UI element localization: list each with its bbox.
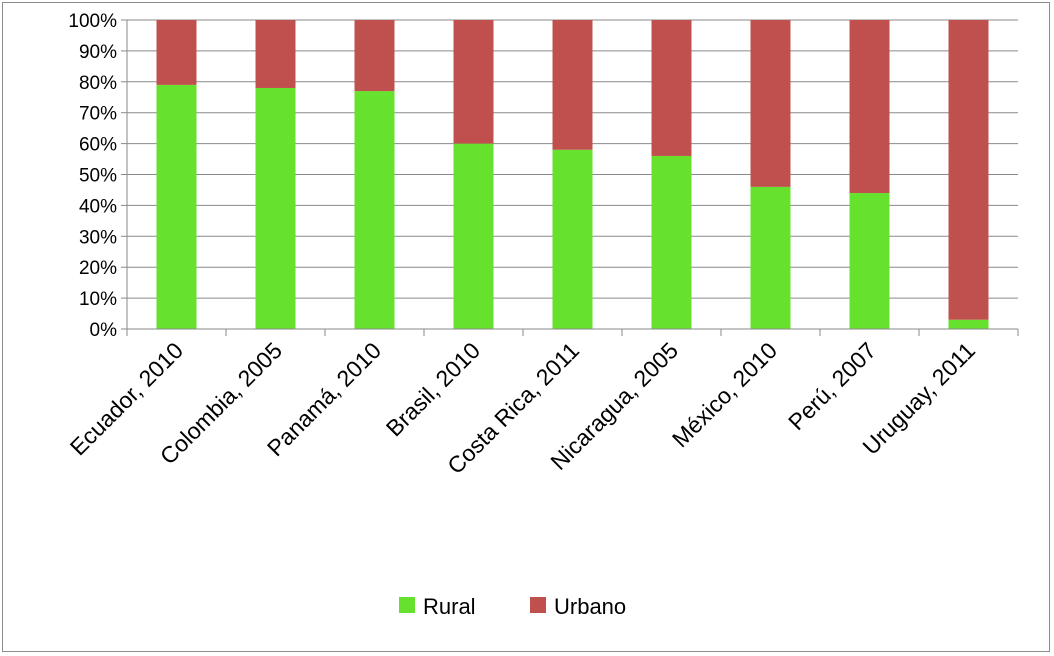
legend: Rural Urbano xyxy=(399,594,626,619)
axes xyxy=(121,19,1019,336)
bar-urbano-2 xyxy=(354,20,395,92)
bar-rural-6 xyxy=(750,186,791,329)
bar-rural-1 xyxy=(255,87,296,329)
bar-rural-5 xyxy=(651,155,692,329)
x-tick-label: México, 2010 xyxy=(667,337,782,452)
bar-urbano-6 xyxy=(750,20,791,187)
y-tick-label: 20% xyxy=(79,258,117,279)
bars xyxy=(156,20,989,329)
y-tick-label: 40% xyxy=(79,196,117,217)
bar-urbano-7 xyxy=(849,20,890,194)
y-tick-label: 30% xyxy=(79,227,117,248)
y-tick-label: 90% xyxy=(79,42,117,63)
y-tick-label: 50% xyxy=(79,166,117,187)
bar-rural-8 xyxy=(948,319,989,329)
bar-urbano-1 xyxy=(255,20,296,88)
x-tick-label: Brasil, 2010 xyxy=(381,337,485,441)
legend-swatch-rural xyxy=(399,597,415,613)
y-tick-label: 60% xyxy=(79,135,117,156)
legend-label-urbano: Urbano xyxy=(554,594,626,619)
bar-urbano-0 xyxy=(156,20,197,85)
legend-label-rural: Rural xyxy=(423,594,476,619)
bar-rural-7 xyxy=(849,193,890,329)
bar-urbano-3 xyxy=(453,20,494,144)
y-tick-labels: 0% 10% 20% 30% 40% 50% 60% 70% 80% 90% 100% xyxy=(68,11,117,341)
y-tick-label: 0% xyxy=(90,320,118,341)
y-tick-label: 80% xyxy=(79,73,117,94)
bar-urbano-4 xyxy=(552,20,593,150)
bar-rural-3 xyxy=(453,143,494,329)
y-tick-label: 70% xyxy=(79,104,117,125)
bar-rural-4 xyxy=(552,149,593,329)
bar-urbano-5 xyxy=(651,20,692,156)
legend-swatch-urbano xyxy=(530,597,546,613)
y-tick-label: 100% xyxy=(68,11,117,32)
bar-rural-0 xyxy=(156,84,197,329)
y-tick-label: 10% xyxy=(79,289,117,310)
x-tick-label: Perú, 2007 xyxy=(783,337,881,435)
bar-rural-2 xyxy=(354,91,395,329)
bar-urbano-8 xyxy=(948,20,989,320)
